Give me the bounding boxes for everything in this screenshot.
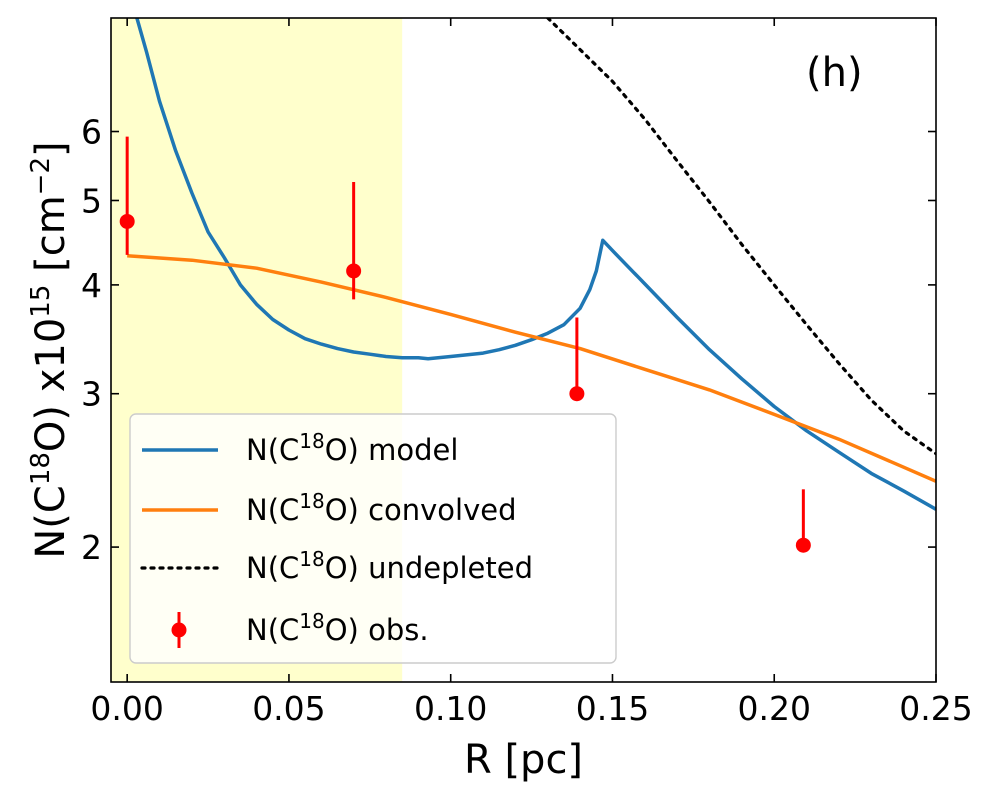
x-axis-title: R [pc] (464, 737, 583, 783)
series-line-model (135, 18, 936, 511)
obs-point-0 (119, 213, 135, 229)
observations (119, 136, 811, 553)
x-tick-label: 0.10 (414, 689, 487, 728)
obs-point-2 (569, 386, 585, 402)
x-axis: 0.00 0.05 0.10 0.15 0.20 0.25 (90, 18, 973, 728)
text-part: O) undepleted (325, 551, 533, 585)
x-tick-label: 0.05 (252, 689, 325, 728)
legend-label-convolved: N(C18O) convolved (246, 489, 517, 527)
text-part: N(C (246, 493, 299, 527)
y-axis-title: N(C18O) x1015 [cm−2] (26, 141, 74, 558)
series-line-undepleted (546, 18, 936, 456)
y-tick-label: 5 (81, 181, 102, 220)
text-part: O) convolved (325, 493, 517, 527)
obs-point-3 (795, 537, 811, 553)
text-part: O) model (325, 433, 459, 467)
text-part: N(C (246, 433, 299, 467)
text-part: [cm (28, 195, 74, 284)
superscript: 18 (299, 609, 324, 633)
superscript: −2 (26, 157, 56, 195)
y-tick-label: 6 (81, 113, 102, 152)
y-axis: 2 3 4 5 6 (81, 113, 936, 567)
text-part: N(C (28, 485, 74, 558)
text-part: O) x10 (28, 318, 74, 452)
x-tick-label: 0.15 (576, 689, 649, 728)
y-tick-label: 2 (81, 528, 102, 567)
plot-frame (110, 17, 937, 683)
series-lines (127, 18, 936, 511)
superscript: 18 (299, 429, 324, 453)
superscript: 18 (26, 452, 56, 485)
superscript: 15 (26, 285, 56, 318)
text-part: O) obs. (325, 613, 429, 647)
text-part: ] (28, 141, 74, 157)
text-part: N(C (246, 613, 299, 647)
x-tick-label: 0.00 (90, 689, 163, 728)
y-tick-label: 3 (81, 375, 102, 414)
text-part: N(C (246, 551, 299, 585)
superscript: 18 (299, 547, 324, 571)
obs-point-1 (346, 263, 362, 279)
series-line-convolved (127, 254, 936, 483)
legend-label-obs: N(C18O) obs. (246, 609, 429, 647)
legend-box (129, 413, 617, 664)
legend-label-undepleted: N(C18O) undepleted (246, 547, 533, 585)
legend-label-model: N(C18O) model (246, 429, 458, 467)
x-tick-label: 0.25 (899, 689, 972, 728)
y-tick-label: 4 (81, 266, 102, 305)
superscript: 18 (299, 489, 324, 513)
legend-swatch-obs (171, 622, 187, 638)
panel-label: (h) (806, 50, 863, 96)
x-tick-label: 0.20 (737, 689, 810, 728)
